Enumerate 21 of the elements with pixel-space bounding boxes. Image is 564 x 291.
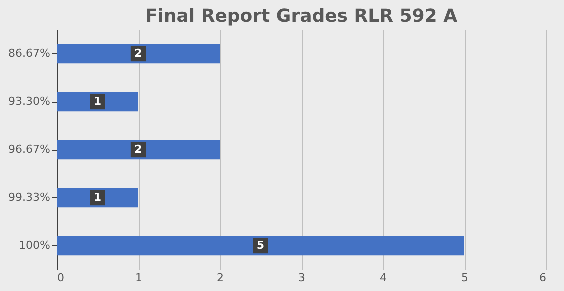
y-tick-label: 93.30% <box>8 95 50 108</box>
data-label: 2 <box>134 47 142 60</box>
data-label: 5 <box>256 239 265 252</box>
y-tick-label: 86.67% <box>8 47 50 60</box>
bar <box>57 44 220 64</box>
bar <box>57 140 220 160</box>
data-label: 1 <box>94 191 102 204</box>
x-tick-label: 1 <box>136 272 142 284</box>
x-tick-label: 5 <box>462 272 468 284</box>
x-tick-label: 4 <box>380 272 387 284</box>
y-tick-label: 100% <box>19 239 50 252</box>
bar <box>57 236 464 256</box>
x-tick-label: 3 <box>298 272 306 284</box>
y-tick-label: 96.67% <box>8 143 50 156</box>
x-tick-label: 0 <box>58 272 64 284</box>
chart-title: Final Report Grades RLR 592 A <box>145 6 458 27</box>
x-tick-label: 6 <box>540 272 546 284</box>
y-tick-label: 99.33% <box>8 191 50 204</box>
x-tick-label: 2 <box>217 272 224 284</box>
data-label: 1 <box>94 95 102 108</box>
data-label: 2 <box>134 143 142 156</box>
